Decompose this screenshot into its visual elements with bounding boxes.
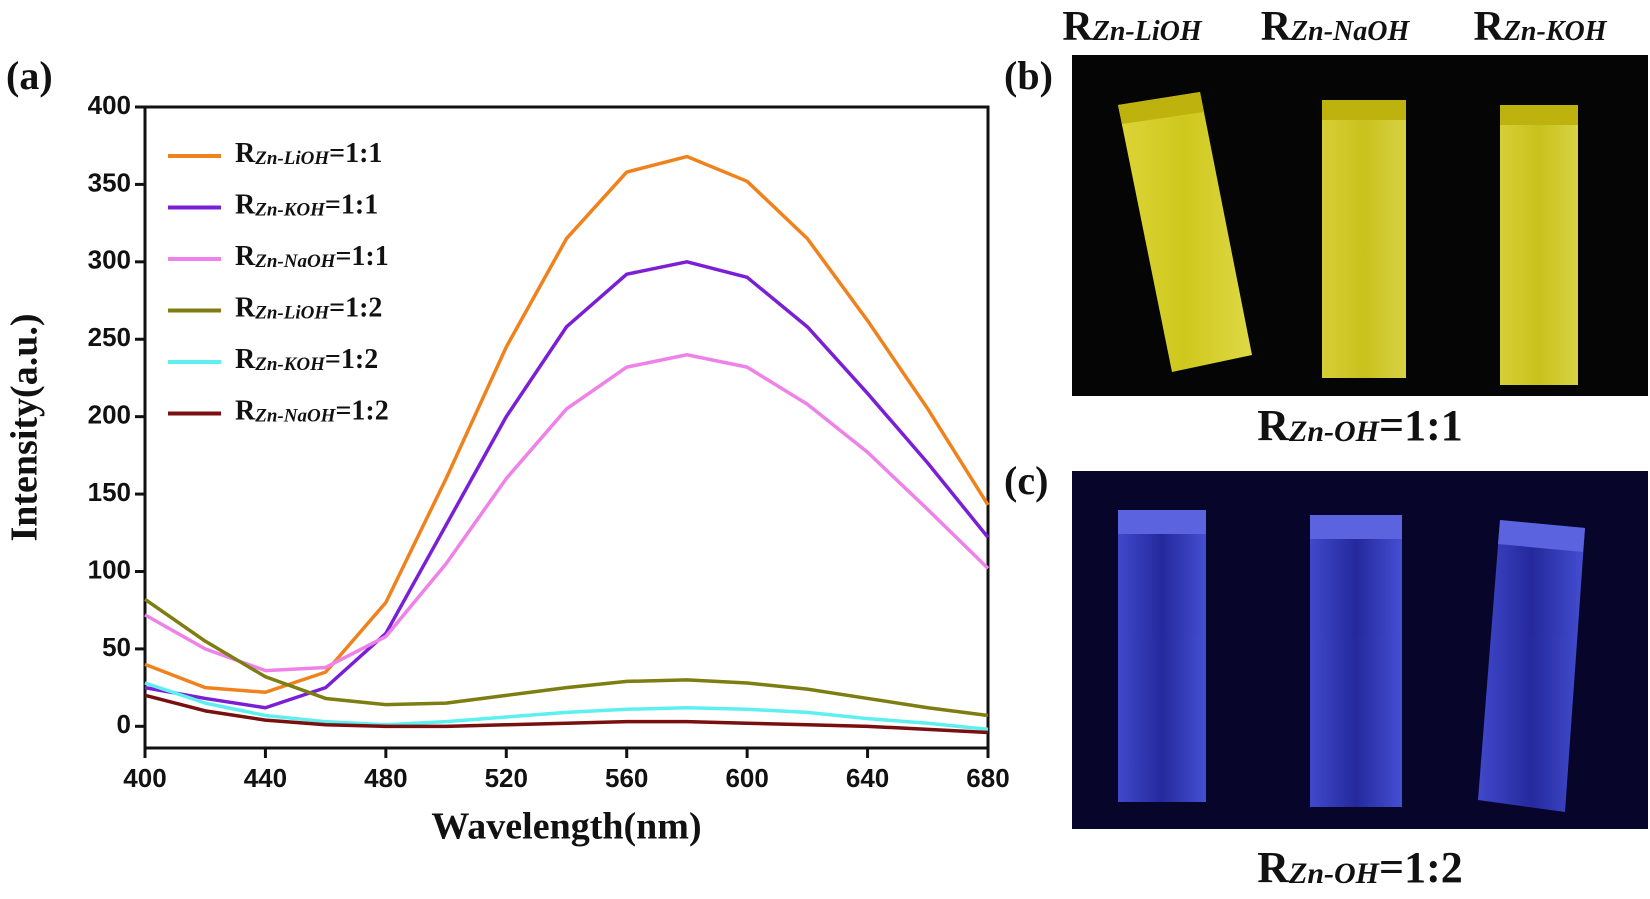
- x-tick-label: 640: [846, 763, 889, 793]
- photo-caption: RZn-OH=1:2: [1257, 843, 1463, 892]
- cuvettes-blue: [1118, 510, 1585, 812]
- y-tick-label: 150: [88, 477, 131, 507]
- series-line: [144, 693, 989, 735]
- x-tick-label: 680: [966, 763, 1009, 793]
- y-tick-label: 250: [88, 322, 131, 352]
- series-line: [144, 597, 989, 718]
- x-tick-label: 400: [123, 763, 166, 793]
- photo-label: RZn-NaOH: [1261, 4, 1411, 50]
- x-tick-label: 520: [485, 763, 528, 793]
- series-line: [144, 352, 990, 673]
- photo-caption: RZn-OH=1:1: [1257, 401, 1463, 450]
- x-tick-label: 440: [244, 763, 287, 793]
- legend-label: RZn-LiOH=1:2: [235, 293, 382, 324]
- y-tick-label: 400: [88, 90, 131, 120]
- legend-label: RZn-NaOH=1:2: [235, 396, 389, 427]
- panel-label: (c): [1004, 458, 1048, 503]
- photo-label: RZn-KOH: [1473, 4, 1607, 50]
- plot-frame: [143, 105, 990, 750]
- legend-label: RZn-KOH=1:1: [235, 190, 378, 221]
- legend-label: RZn-KOH=1:2: [235, 344, 378, 375]
- x-tick-label: 560: [605, 763, 648, 793]
- y-tick-label: 100: [88, 554, 131, 584]
- x-tick-label: 600: [725, 763, 768, 793]
- x-tick-label: 480: [364, 763, 407, 793]
- y-tick-label: 50: [102, 632, 131, 662]
- y-axis-title: Intensity(a.u.): [4, 313, 46, 541]
- y-tick-label: 200: [88, 400, 131, 430]
- legend-label: RZn-LiOH=1:1: [235, 138, 382, 169]
- legend-label: RZn-NaOH=1:1: [235, 241, 389, 272]
- photo-label: RZn-LiOH: [1062, 4, 1202, 50]
- series-line: [144, 260, 990, 710]
- cuvettes-yellow: [1118, 92, 1578, 385]
- x-axis-title: Wavelength(nm): [431, 806, 701, 848]
- series-line: [144, 681, 989, 732]
- panel-label: (a): [6, 53, 53, 98]
- y-tick-label: 300: [88, 245, 131, 275]
- y-tick-label: 350: [88, 167, 131, 197]
- y-tick-label: 0: [117, 709, 131, 739]
- panel-label: (b): [1004, 53, 1053, 98]
